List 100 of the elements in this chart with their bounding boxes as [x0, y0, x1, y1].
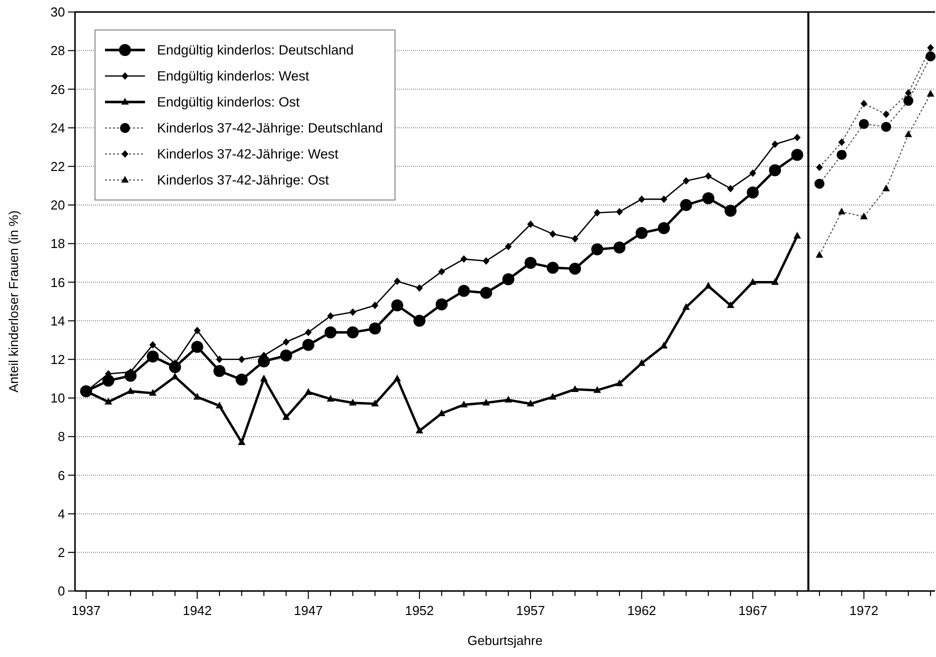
point	[704, 282, 712, 289]
point	[638, 359, 646, 366]
y-tick-label: 22	[50, 158, 65, 174]
point	[216, 402, 224, 408]
point	[304, 388, 312, 395]
point	[104, 398, 112, 404]
point	[526, 400, 534, 406]
point	[682, 303, 690, 310]
point	[680, 199, 692, 211]
point	[393, 374, 401, 382]
legend-label: Endgültig kinderlos: Ost	[157, 94, 300, 110]
point	[372, 302, 378, 310]
point	[638, 195, 646, 203]
point	[216, 356, 223, 364]
point	[458, 284, 470, 297]
point	[658, 222, 670, 234]
x-tick-label: 1947	[294, 603, 323, 618]
y-tick-label: 0	[58, 584, 65, 599]
point	[413, 314, 426, 327]
point	[727, 184, 734, 192]
point	[391, 299, 404, 312]
point	[572, 235, 578, 243]
point	[280, 350, 292, 362]
y-tick-label: 2	[58, 544, 65, 560]
point	[213, 364, 226, 377]
point	[327, 312, 334, 320]
point	[304, 328, 312, 336]
point	[524, 256, 537, 269]
x-tick-label: 1937	[72, 603, 101, 618]
point	[746, 186, 759, 198]
point	[169, 361, 181, 374]
point	[571, 385, 579, 392]
point	[349, 308, 356, 316]
point	[236, 374, 248, 386]
point	[771, 278, 779, 285]
point	[482, 398, 490, 406]
point	[794, 134, 801, 142]
y-tick-label: 20	[50, 198, 65, 213]
point	[682, 177, 690, 185]
y-tick-label: 24	[50, 120, 65, 136]
point	[460, 400, 468, 408]
point	[171, 372, 179, 380]
point	[569, 262, 581, 275]
point	[416, 426, 424, 434]
point	[80, 385, 92, 398]
y-tick-label: 18	[50, 236, 65, 252]
point	[791, 148, 804, 161]
point	[258, 355, 270, 368]
legend-label: Endgültig kinderlos: Deutschland	[157, 42, 354, 58]
point	[704, 172, 712, 180]
point	[772, 140, 778, 148]
point	[660, 195, 668, 203]
y-tick-label: 12	[50, 352, 65, 367]
point	[436, 298, 448, 310]
point	[438, 268, 446, 276]
point	[146, 350, 159, 363]
point	[482, 257, 490, 265]
legend-label: Kinderlos 37-42-Jährige: Ost	[157, 172, 330, 188]
point	[546, 262, 559, 274]
point	[326, 394, 334, 402]
point	[660, 342, 668, 349]
point	[126, 387, 134, 394]
point	[749, 278, 757, 285]
point	[793, 232, 801, 239]
x-tick-label: 1972	[849, 603, 878, 618]
x-tick-label: 1962	[627, 603, 656, 618]
x-axis-title: Geburtsjahre	[467, 633, 543, 648]
point	[194, 326, 201, 334]
legend-label: Kinderlos 37-42-Jährige: West	[157, 146, 339, 162]
y-tick-label: 28	[50, 43, 65, 58]
point	[302, 338, 314, 351]
point	[549, 230, 556, 238]
x-tick-label: 1967	[738, 603, 768, 618]
y-tick-label: 26	[50, 82, 65, 97]
point	[416, 284, 423, 292]
point	[769, 164, 781, 176]
point	[191, 340, 204, 353]
point	[616, 208, 623, 216]
point	[238, 356, 246, 364]
point	[193, 392, 201, 400]
point	[149, 389, 157, 396]
point	[260, 374, 268, 382]
point	[369, 322, 381, 335]
point	[460, 255, 468, 263]
point	[504, 242, 512, 250]
point	[238, 438, 246, 446]
point	[349, 398, 357, 406]
point	[613, 241, 626, 254]
y-axis-title: Anteil kinderloser Frauen (in %)	[6, 210, 21, 393]
point	[371, 400, 379, 406]
x-tick-label: 1957	[516, 603, 546, 618]
point	[124, 370, 137, 382]
legend-label: Kinderlos 37-42-Jährige: Deutschland	[157, 120, 383, 136]
y-tick-label: 8	[58, 429, 65, 444]
y-tick-label: 14	[50, 313, 65, 328]
point	[282, 338, 290, 346]
y-tick-label: 4	[58, 506, 65, 522]
point	[616, 379, 624, 386]
y-tick-label: 16	[50, 274, 65, 290]
point	[480, 286, 492, 299]
